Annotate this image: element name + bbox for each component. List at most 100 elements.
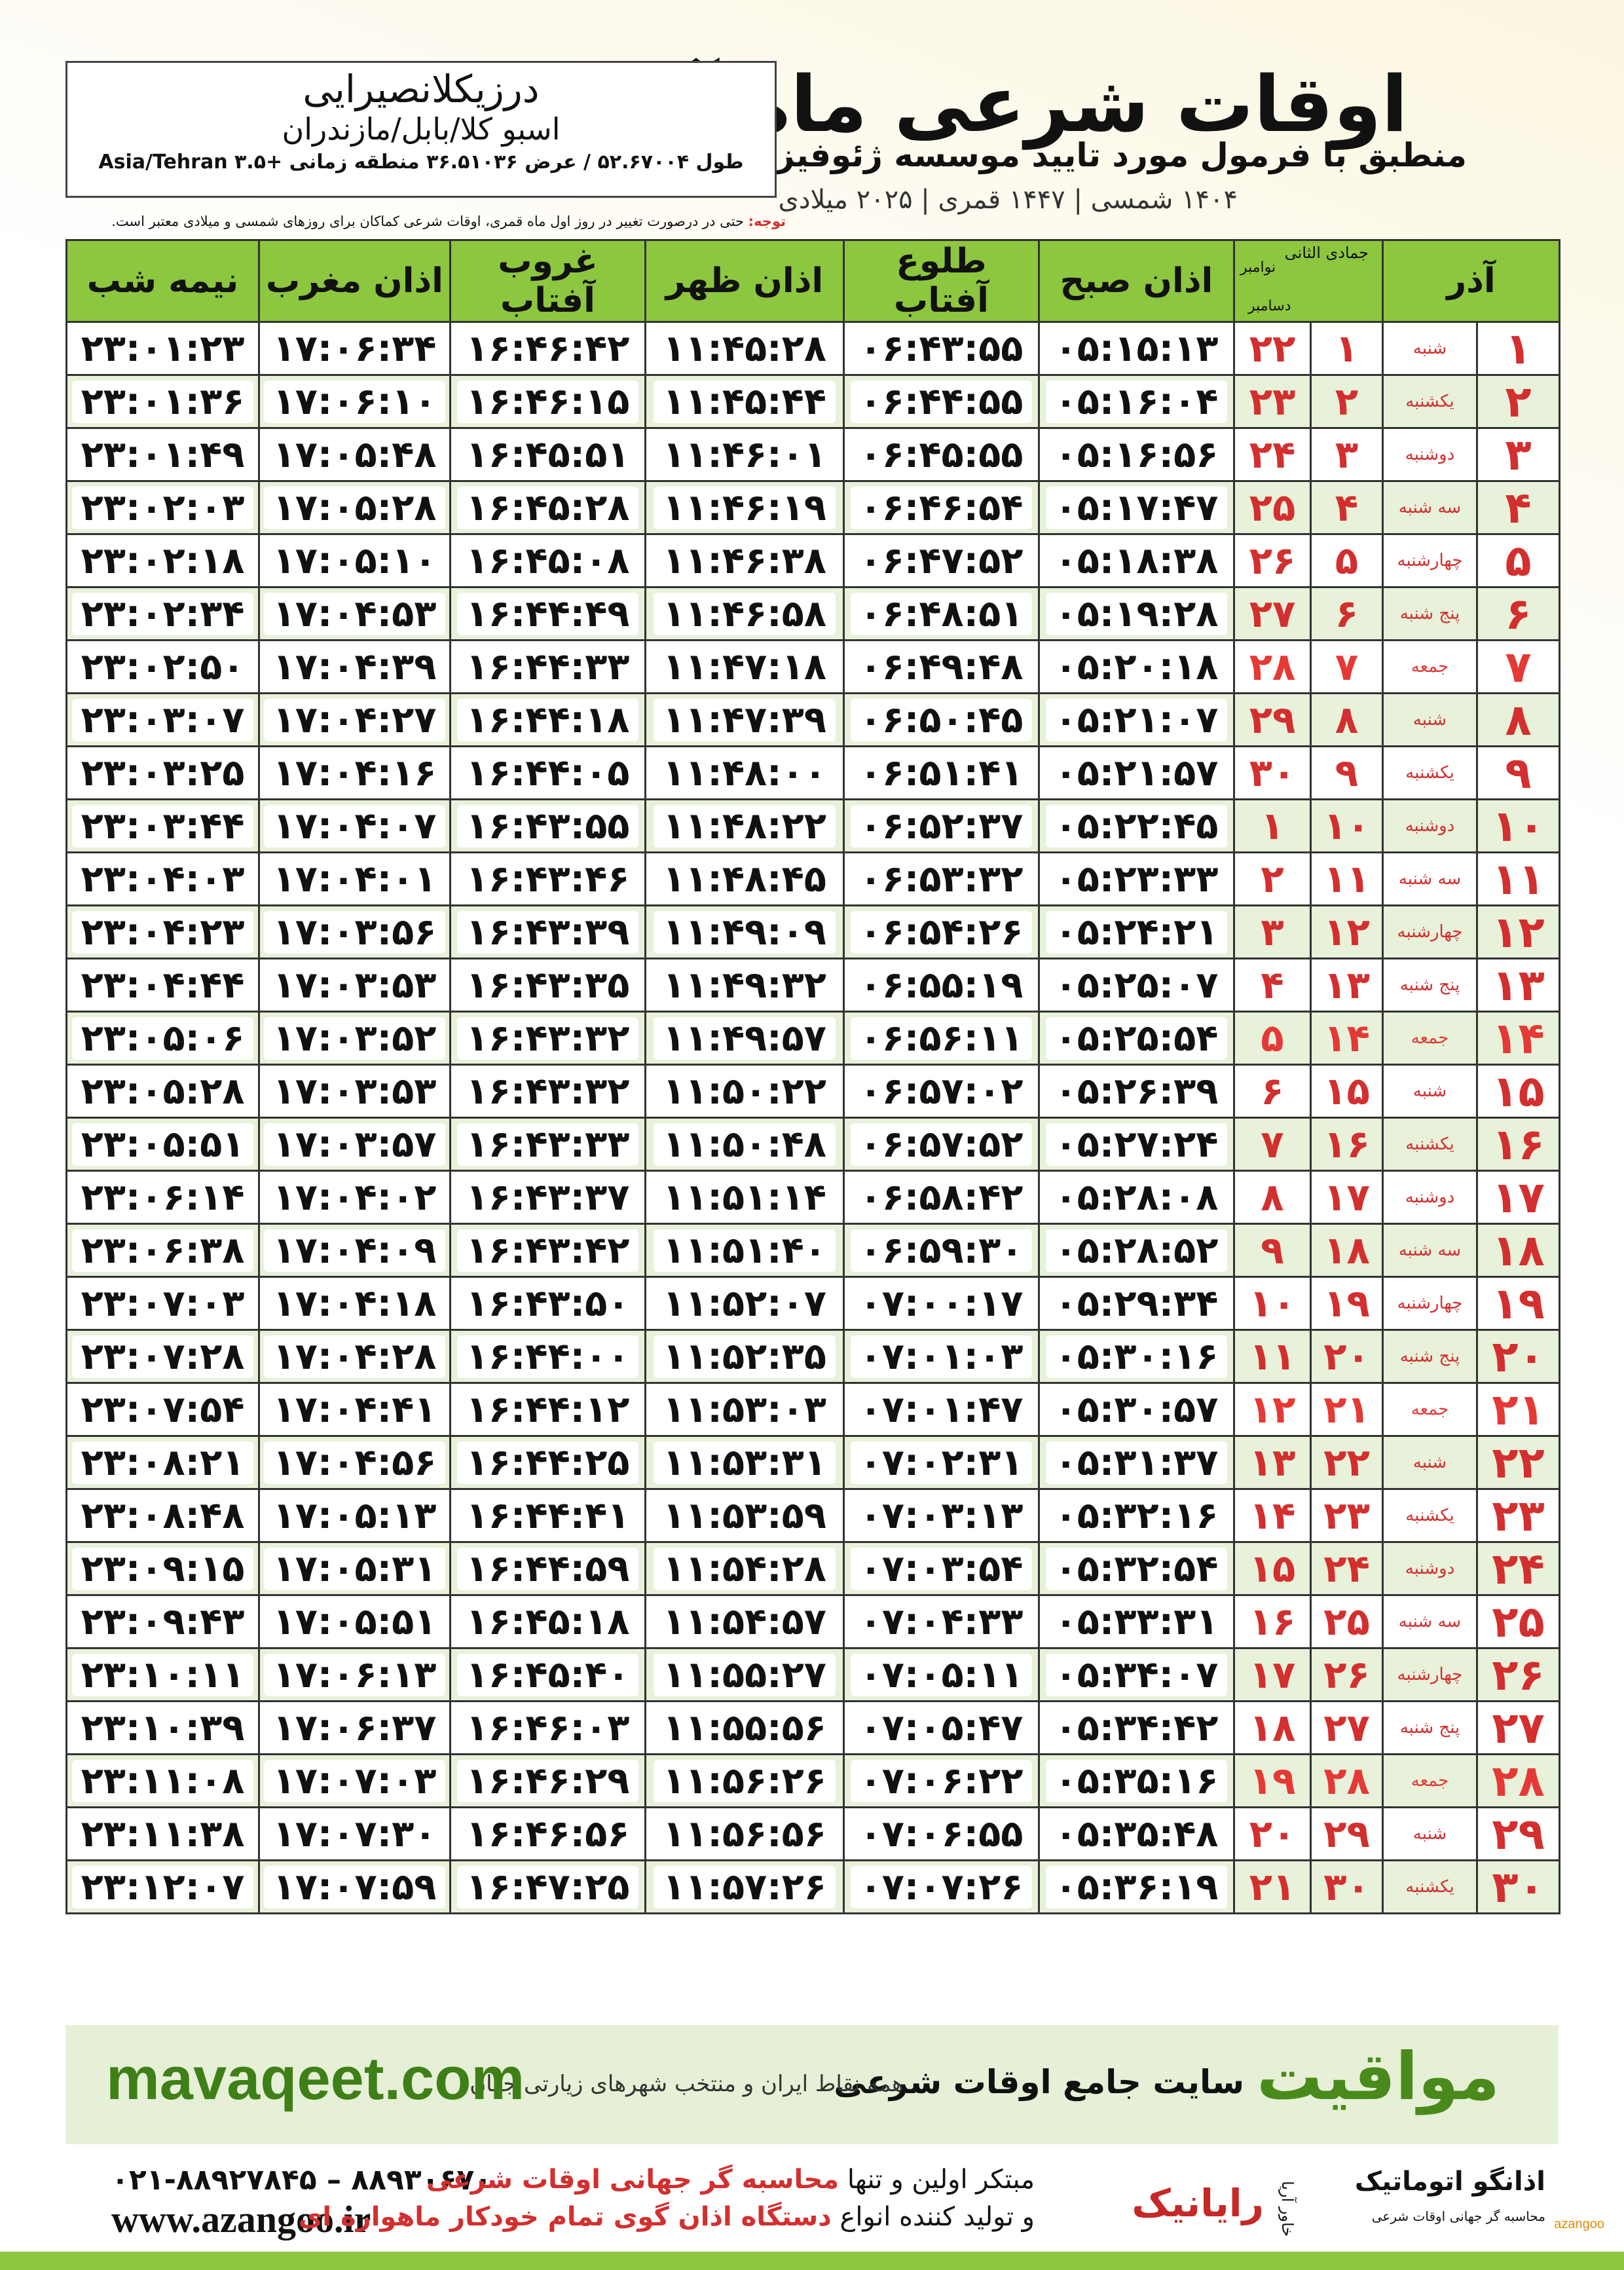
cell-midnight: ۲۳:۰۵:۰۶ <box>65 1011 260 1066</box>
time: ۰۵:۲۱:۵۷ <box>1045 751 1228 794</box>
cell-weekday: چهارشنبه <box>1381 904 1479 959</box>
cell-hijri-day: ۱۶ <box>1310 1117 1384 1172</box>
cell-sunset: ۱۶:۴۶:۰۳ <box>449 1700 646 1755</box>
cell-hijri-day: ۱۲ <box>1310 904 1384 959</box>
cell-sunrise: ۰۶:۵۹:۳۰ <box>843 1223 1040 1278</box>
cell-maghrib: ۱۷:۰۶:۳۴ <box>258 321 451 376</box>
time: ۲۳:۰۶:۱۴ <box>71 1176 254 1219</box>
cell-midnight: ۲۳:۰۱:۲۳ <box>65 321 260 376</box>
time: ۱۷:۰۴:۰۲ <box>263 1176 446 1219</box>
cell-sunrise: ۰۷:۰۱:۰۳ <box>843 1329 1040 1384</box>
time: ۰۵:۲۱:۰۷ <box>1045 698 1228 741</box>
cell-fajr: ۰۵:۱۶:۰۴ <box>1038 374 1235 429</box>
cell-maghrib: ۱۷:۰۵:۵۱ <box>258 1594 451 1649</box>
row: ۸ شنبه ۸ ۲۹ ۰۵:۲۱:۰۷ ۰۶:۵۰:۴۵ ۱۱:۴۷:۳۹ ۱۶:۴۴:۱۸… <box>65 692 1561 747</box>
cell-sunset: ۱۶:۴۵:۰۸ <box>449 533 646 588</box>
cell-sunset: ۱۶:۴۵:۲۸ <box>449 480 646 535</box>
cell-hijri-day: ۹ <box>1310 745 1384 800</box>
time: ۱۷:۰۶:۳۴ <box>263 327 446 370</box>
cell-greg-day: ۲۴ <box>1233 427 1312 482</box>
time: ۱۱:۴۶:۰۱ <box>654 433 836 476</box>
time: ۱۶:۴۳:۵۵ <box>456 804 639 847</box>
time: ۰۷:۰۱:۴۷ <box>850 1388 1033 1431</box>
time: ۲۳:۱۱:۰۸ <box>71 1759 254 1802</box>
cell-hijri-day: ۲۹ <box>1310 1806 1384 1861</box>
time: ۲۳:۰۴:۲۳ <box>71 910 254 954</box>
time: ۰۷:۰۰:۱۷ <box>850 1282 1033 1325</box>
cell-sunrise: ۰۶:۵۷:۰۲ <box>843 1064 1040 1119</box>
time: ۱۶:۴۴:۱۲ <box>456 1388 639 1431</box>
time: ۱۷:۰۴:۲۸ <box>263 1335 446 1378</box>
time: ۲۳:۰۷:۵۴ <box>71 1388 254 1431</box>
cell-dhuhr: ۱۱:۵۳:۰۳ <box>644 1382 845 1437</box>
cell-greg-day: ۲۱ <box>1233 1859 1312 1914</box>
cell-dhuhr: ۱۱:۵۴:۲۸ <box>644 1541 845 1596</box>
row: ۱۶ یکشنبه ۱۶ ۷ ۰۵:۲۷:۲۴ ۰۶:۵۷:۵۲ ۱۱:۵۰:۴۸ ۱۶:۴۳… <box>65 1117 1561 1172</box>
cell-midnight: ۲۳:۱۱:۰۸ <box>65 1753 260 1808</box>
time: ۱۱:۴۸:۲۲ <box>654 804 836 847</box>
cell-hijri-day: ۱۱ <box>1310 851 1384 906</box>
cell-dhuhr: ۱۱:۴۹:۵۷ <box>644 1011 845 1066</box>
cell-weekday: یکشنبه <box>1381 745 1479 800</box>
cell-hijri-day: ۱۳ <box>1310 958 1384 1013</box>
cell-hijri-day: ۱۷ <box>1310 1170 1384 1225</box>
time: ۰۷:۰۳:۵۴ <box>850 1547 1033 1590</box>
cell-sunset: ۱۶:۴۶:۵۶ <box>449 1806 646 1861</box>
time: ۱۱:۵۰:۴۸ <box>654 1123 836 1166</box>
cell-hijri-day: ۲۳ <box>1310 1488 1384 1543</box>
cell-day: ۱۸ <box>1476 1223 1561 1278</box>
cell-fajr: ۰۵:۳۰:۱۶ <box>1038 1329 1235 1384</box>
row: ۱۸ سه شنبه ۱۸ ۹ ۰۵:۲۸:۵۲ ۰۶:۵۹:۳۰ ۱۱:۵۱:۴۰ ۱۶:۴… <box>65 1223 1561 1278</box>
row: ۲۵ سه شنبه ۲۵ ۱۶ ۰۵:۳۳:۳۱ ۰۷:۰۴:۳۳ ۱۱:۵۴:۵۷ ۱۶:… <box>65 1594 1561 1649</box>
time: ۱۶:۴۴:۳۳ <box>456 645 639 688</box>
row: ۱۹ چهارشنبه ۱۹ ۱۰ ۰۵:۲۹:۳۴ ۰۷:۰۰:۱۷ ۱۱:۵۲:۰۷ ۱۶… <box>65 1276 1561 1331</box>
cell-greg-day: ۲۰ <box>1233 1806 1312 1861</box>
cell-fajr: ۰۵:۳۶:۱۹ <box>1038 1859 1235 1914</box>
cell-sunrise: ۰۷:۰۰:۱۷ <box>843 1276 1040 1331</box>
text: دستگاه اذان گوی تمام خودکار ماهواره ای <box>298 2202 832 2232</box>
time: ۲۳:۱۰:۱۱ <box>71 1653 254 1696</box>
header-sunset: غروب آفتاب <box>449 239 646 323</box>
time: ۰۵:۲۴:۲۱ <box>1045 910 1228 954</box>
cell-weekday: پنج شنبه <box>1381 958 1479 1013</box>
cell-sunrise: ۰۷:۰۳:۱۳ <box>843 1488 1040 1543</box>
time: ۰۶:۵۸:۴۲ <box>850 1176 1033 1219</box>
cell-hijri-day: ۵ <box>1310 533 1384 588</box>
cell-sunset: ۱۶:۴۵:۵۱ <box>449 427 646 482</box>
cell-weekday: سه شنبه <box>1381 1594 1479 1649</box>
time: ۱۶:۴۶:۰۳ <box>456 1706 639 1749</box>
cell-maghrib: ۱۷:۰۳:۵۲ <box>258 1011 451 1066</box>
time: ۱۷:۰۷:۵۹ <box>263 1865 446 1908</box>
cell-sunset: ۱۶:۴۳:۳۵ <box>449 958 646 1013</box>
cell-midnight: ۲۳:۰۵:۲۸ <box>65 1064 260 1119</box>
time: ۱۶:۴۷:۲۵ <box>456 1865 639 1908</box>
time: ۲۳:۰۵:۰۶ <box>71 1016 254 1060</box>
time: ۰۵:۱۸:۳۸ <box>1045 539 1228 582</box>
cell-dhuhr: ۱۱:۵۱:۴۰ <box>644 1223 845 1278</box>
cell-dhuhr: ۱۱:۵۱:۱۴ <box>644 1170 845 1225</box>
row: ۲۹ شنبه ۲۹ ۲۰ ۰۵:۳۵:۴۸ ۰۷:۰۶:۵۵ ۱۱:۵۶:۵۶ ۱۶:۴۶:… <box>65 1806 1561 1861</box>
cell-day: ۲۴ <box>1476 1541 1561 1596</box>
time: ۲۳:۰۵:۲۸ <box>71 1070 254 1113</box>
cell-sunset: ۱۶:۴۳:۳۷ <box>449 1170 646 1225</box>
cell-sunset: ۱۶:۴۳:۳۲ <box>449 1011 646 1066</box>
time: ۱۱:۴۸:۴۵ <box>654 857 836 901</box>
time: ۱۶:۴۳:۳۷ <box>456 1176 639 1219</box>
cell-sunrise: ۰۶:۵۸:۴۲ <box>843 1170 1040 1225</box>
cell-sunrise: ۰۶:۵۲:۳۷ <box>843 798 1040 853</box>
cell-hijri-day: ۲۴ <box>1310 1541 1384 1596</box>
time: ۱۱:۴۵:۲۸ <box>654 327 836 370</box>
time: ۰۵:۳۰:۱۶ <box>1045 1335 1228 1378</box>
time: ۱۶:۴۳:۵۰ <box>456 1282 639 1325</box>
time: ۱۷:۰۴:۱۶ <box>263 751 446 794</box>
time: ۱۶:۴۶:۴۲ <box>456 327 639 370</box>
time: ۰۵:۲۹:۳۴ <box>1045 1282 1228 1325</box>
time: ۰۵:۳۵:۱۶ <box>1045 1759 1228 1802</box>
cell-day: ۲۹ <box>1476 1806 1561 1861</box>
time: ۰۵:۱۷:۴۷ <box>1045 486 1228 529</box>
time: ۲۳:۰۱:۲۳ <box>71 327 254 370</box>
cell-midnight: ۲۳:۰۷:۵۴ <box>65 1382 260 1437</box>
row: ۱۰ دوشنبه ۱۰ ۱ ۰۵:۲۲:۴۵ ۰۶:۵۲:۳۷ ۱۱:۴۸:۲۲ ۱۶:۴۳… <box>65 798 1561 853</box>
row: ۹ یکشنبه ۹ ۳۰ ۰۵:۲۱:۵۷ ۰۶:۵۱:۴۱ ۱۱:۴۸:۰۰ ۱۶:۴۴:… <box>65 745 1561 800</box>
cell-sunset: ۱۶:۴۳:۴۶ <box>449 851 646 906</box>
